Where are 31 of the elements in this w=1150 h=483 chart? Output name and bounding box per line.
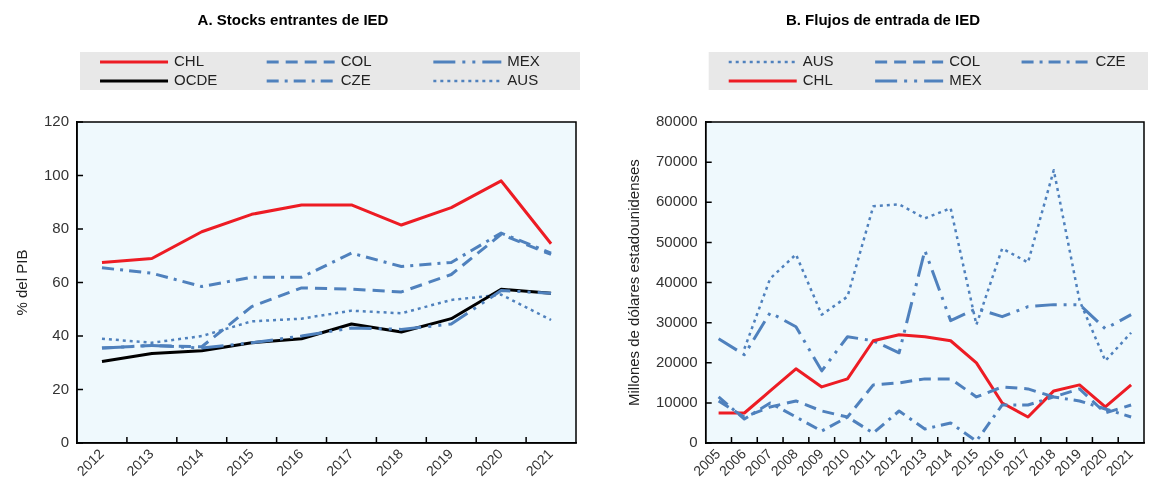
legend-label: MEX xyxy=(507,52,540,70)
y-tick-label: 40 xyxy=(52,326,70,344)
y-tick-label: 0 xyxy=(689,433,698,451)
legend-label: CZE xyxy=(1095,52,1126,70)
legend-label: MEX xyxy=(949,71,982,89)
y-axis-title: % del PIB xyxy=(13,249,31,316)
legend-label: COL xyxy=(949,52,980,70)
y-tick-label: 40000 xyxy=(655,272,698,290)
y-tick-label: 80000 xyxy=(655,112,698,130)
y-tick-label: 20000 xyxy=(655,352,698,370)
y-tick-label: 120 xyxy=(44,112,70,130)
y-tick-label: 30000 xyxy=(655,312,698,330)
y-tick-label: 20 xyxy=(52,379,70,397)
legend-label: OCDE xyxy=(174,71,218,89)
y-tick-label: 0 xyxy=(60,433,70,451)
legend-label: AUS xyxy=(802,52,834,70)
y-tick-label: 80 xyxy=(52,219,70,237)
chart-title: B. Flujos de entrada de IED xyxy=(785,11,981,29)
y-tick-label: 10000 xyxy=(655,393,698,411)
y-tick-label: 60000 xyxy=(655,192,698,210)
y-tick-label: 70000 xyxy=(655,152,698,170)
legend-label: CZE xyxy=(340,71,371,89)
legend-label: COL xyxy=(340,52,372,70)
y-axis-title: Millones de dólares estadounidenses xyxy=(625,159,643,406)
legend-label: AUS xyxy=(507,71,539,89)
legend-label: CHL xyxy=(174,52,205,70)
chart-title: A. Stocks entrantes de IED xyxy=(197,11,389,29)
y-tick-label: 100 xyxy=(44,165,70,183)
legend-label: CHL xyxy=(802,71,833,89)
y-tick-label: 60 xyxy=(52,272,70,290)
y-tick-label: 50000 xyxy=(655,232,698,250)
